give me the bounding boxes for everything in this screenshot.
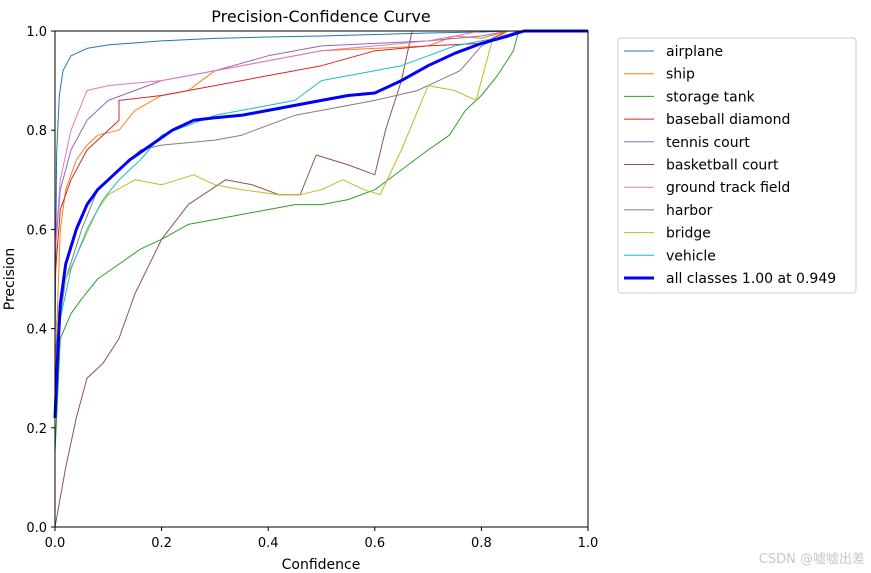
- series-line-ship-1: [54, 30, 588, 379]
- x-tick-label: 0.2: [151, 536, 172, 551]
- x-axis-ticks: 0.0 0.2 0.4 0.6 0.8 1.0: [45, 527, 599, 551]
- y-axis-ticks: 0.0 0.2 0.4 0.6 0.8 1.0: [26, 25, 55, 536]
- series-line-vehicle-9: [54, 30, 588, 404]
- x-tick-label: 0.0: [45, 536, 66, 551]
- x-tick-label: 0.4: [258, 536, 279, 551]
- x-axis-label: Confidence: [282, 557, 361, 573]
- plot-frame: [54, 30, 589, 528]
- series-line-harbor-7: [54, 30, 588, 354]
- legend-box: [617, 37, 857, 294]
- series-line-storage-2: [54, 30, 588, 453]
- series-line-baseball-3: [54, 30, 588, 280]
- legend-label: ship: [666, 67, 695, 83]
- legend-label: all classes 1.00 at 0.949: [666, 271, 836, 287]
- series-line-basketball-5: [54, 30, 588, 528]
- legend-label: tennis court: [666, 135, 750, 151]
- legend-label: airplane: [666, 44, 723, 60]
- y-tick-label: 0.0: [26, 521, 47, 536]
- chart-title: Precision-Confidence Curve: [211, 7, 430, 26]
- legend-label: vehicle: [666, 248, 716, 264]
- series-line-ground-6: [54, 30, 588, 255]
- x-tick-label: 0.6: [364, 536, 385, 551]
- x-tick-label: 0.8: [471, 536, 492, 551]
- series-line-all-10: [53, 29, 588, 418]
- legend-label: basketball court: [666, 158, 779, 174]
- series-line-tennis-4: [54, 30, 588, 255]
- legend-label: baseball diamond: [666, 112, 790, 128]
- watermark: CSDN @嘘嘘出差: [758, 552, 865, 567]
- y-tick-label: 0.6: [26, 223, 47, 238]
- legend-label: ground track field: [666, 180, 790, 196]
- series-lines: [53, 29, 588, 528]
- legend: airplane ship storage tank baseball diamond…: [617, 37, 857, 294]
- y-tick-label: 0.8: [26, 124, 47, 139]
- legend-label: harbor: [666, 203, 713, 219]
- y-tick-label: 1.0: [26, 25, 47, 40]
- y-tick-label: 0.4: [26, 323, 47, 338]
- series-line-airplane-0: [54, 30, 588, 354]
- series-line-bridge-8: [54, 30, 588, 329]
- legend-label: bridge: [666, 226, 711, 242]
- y-tick-label: 0.2: [26, 422, 47, 437]
- legend-label: storage tank: [666, 89, 756, 105]
- y-axis-label: Precision: [2, 248, 18, 310]
- x-tick-label: 1.0: [578, 536, 599, 551]
